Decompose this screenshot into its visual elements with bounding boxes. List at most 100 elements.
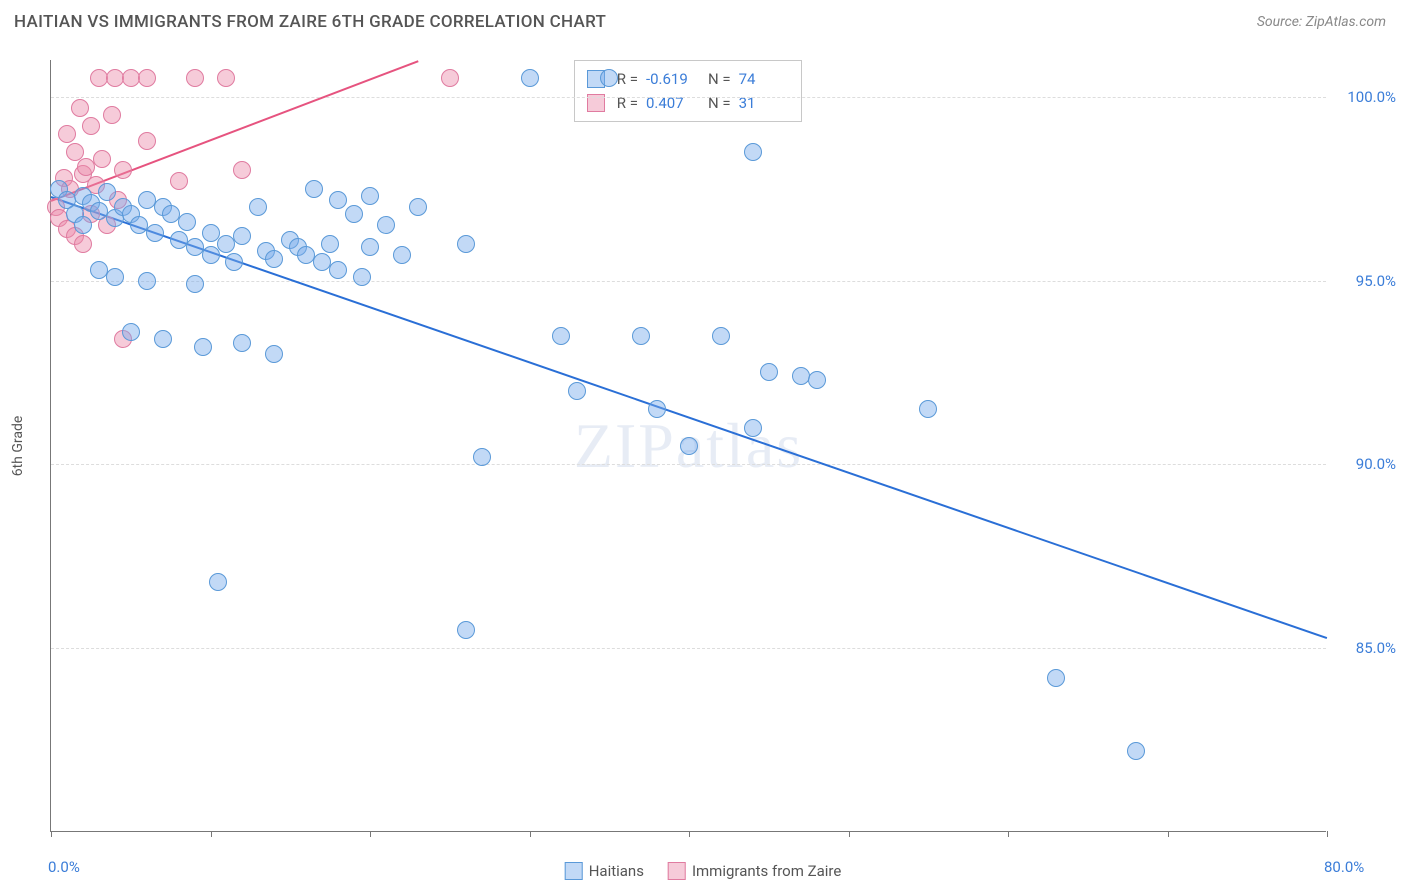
point-series-a (1047, 669, 1065, 687)
chart-title: HAITIAN VS IMMIGRANTS FROM ZAIRE 6TH GRA… (14, 12, 606, 32)
point-series-a (265, 250, 283, 268)
point-series-a (457, 621, 475, 639)
point-series-b (103, 106, 121, 124)
title-bar: HAITIAN VS IMMIGRANTS FROM ZAIRE 6TH GRA… (0, 0, 1406, 40)
y-tick-label: 90.0% (1336, 455, 1396, 473)
legend-swatch (565, 862, 583, 880)
point-series-a (919, 400, 937, 418)
x-tick (370, 831, 371, 837)
point-series-a (209, 573, 227, 591)
point-series-a (521, 69, 539, 87)
series-legend: Haitians Immigrants from Zaire (565, 862, 842, 880)
y-tick-label: 100.0% (1336, 88, 1396, 106)
point-series-a (760, 363, 778, 381)
point-series-b (138, 69, 156, 87)
point-series-a (74, 216, 92, 234)
point-series-a (393, 246, 411, 264)
point-series-a (249, 198, 267, 216)
point-series-a (154, 330, 172, 348)
legend-label: Immigrants from Zaire (692, 862, 841, 880)
plot-area: ZIPatlas R =-0.619N =74R =0.407N =31 85.… (50, 60, 1326, 832)
point-series-a (552, 327, 570, 345)
point-series-a (744, 143, 762, 161)
y-tick-label: 85.0% (1336, 639, 1396, 657)
point-series-a (632, 327, 650, 345)
point-series-a (473, 448, 491, 466)
gridline (51, 97, 1326, 98)
x-tick (689, 831, 690, 837)
point-series-a (329, 191, 347, 209)
x-tick (1008, 831, 1009, 837)
point-series-a (744, 419, 762, 437)
point-series-a (233, 334, 251, 352)
point-series-a (106, 268, 124, 286)
x-tick-label: 0.0% (48, 858, 80, 876)
point-series-a (600, 69, 618, 87)
point-series-a (808, 371, 826, 389)
point-series-a (178, 213, 196, 231)
stat-r-value: 0.407 (646, 91, 696, 115)
point-series-b (233, 161, 251, 179)
point-series-a (353, 268, 371, 286)
y-tick-label: 95.0% (1336, 272, 1396, 290)
source-attribution: Source: ZipAtlas.com (1257, 14, 1386, 30)
point-series-b (82, 117, 100, 135)
point-series-a (680, 437, 698, 455)
point-series-b (441, 69, 459, 87)
point-series-a (194, 338, 212, 356)
point-series-a (321, 235, 339, 253)
legend-item: Haitians (565, 862, 644, 880)
point-series-a (329, 261, 347, 279)
stat-n-label: N = (708, 91, 731, 115)
point-series-b (217, 69, 235, 87)
point-series-a (1127, 742, 1145, 760)
point-series-a (305, 180, 323, 198)
stat-r-label: R = (617, 67, 638, 91)
point-series-a (648, 400, 666, 418)
x-tick (849, 831, 850, 837)
gridline (51, 281, 1326, 282)
legend-swatch (668, 862, 686, 880)
point-series-a (409, 198, 427, 216)
point-series-a (568, 382, 586, 400)
point-series-a (202, 224, 220, 242)
gridline (51, 648, 1326, 649)
stat-r-value: -0.619 (646, 67, 696, 91)
point-series-b (93, 150, 111, 168)
point-series-a (225, 253, 243, 271)
point-series-a (233, 227, 251, 245)
stats-row: R =0.407N =31 (587, 91, 789, 115)
stat-n-label: N = (708, 67, 731, 91)
point-series-b (71, 99, 89, 117)
point-series-a (361, 187, 379, 205)
y-axis-label: 6th Grade (10, 416, 26, 477)
point-series-a (138, 272, 156, 290)
point-series-a (792, 367, 810, 385)
point-series-b (138, 132, 156, 150)
point-series-b (74, 235, 92, 253)
point-series-a (98, 183, 116, 201)
stat-n-value: 74 (739, 67, 789, 91)
point-series-b (170, 172, 188, 190)
point-series-a (712, 327, 730, 345)
x-tick (1327, 831, 1328, 837)
correlation-chart: HAITIAN VS IMMIGRANTS FROM ZAIRE 6TH GRA… (0, 0, 1406, 892)
point-series-a (146, 224, 164, 242)
point-series-a (457, 235, 475, 253)
point-series-b (58, 125, 76, 143)
legend-label: Haitians (589, 862, 644, 880)
point-series-a (186, 275, 204, 293)
point-series-a (265, 345, 283, 363)
x-tick-label: 80.0% (1324, 858, 1364, 876)
point-series-a (345, 205, 363, 223)
point-series-a (377, 216, 395, 234)
stat-n-value: 31 (739, 91, 789, 115)
point-series-b (186, 69, 204, 87)
x-tick (1168, 831, 1169, 837)
x-tick (51, 831, 52, 837)
point-series-b (114, 161, 132, 179)
point-series-a (122, 323, 140, 341)
legend-item: Immigrants from Zaire (668, 862, 841, 880)
gridline (51, 464, 1326, 465)
x-tick (530, 831, 531, 837)
